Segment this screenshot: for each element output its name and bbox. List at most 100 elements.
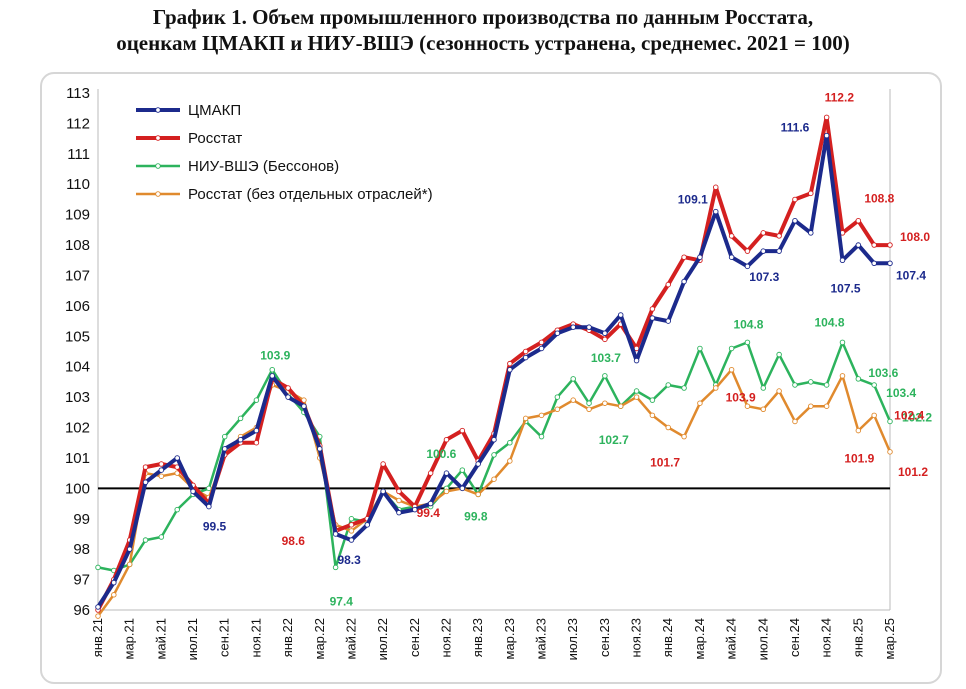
x-tick-label: сен.23 bbox=[597, 618, 612, 657]
data-label: 101.2 bbox=[898, 465, 928, 479]
data-point bbox=[681, 385, 687, 391]
y-tick-label: 100 bbox=[65, 480, 90, 497]
data-point bbox=[744, 339, 751, 346]
data-label: 107.5 bbox=[830, 281, 860, 295]
data-point bbox=[522, 348, 529, 355]
data-point bbox=[808, 190, 814, 197]
x-tick-label: сен.22 bbox=[407, 618, 422, 657]
data-point bbox=[887, 449, 893, 455]
data-point bbox=[348, 537, 355, 543]
y-tick-label: 112 bbox=[66, 115, 90, 132]
data-point bbox=[808, 230, 814, 236]
data-point bbox=[871, 260, 877, 267]
data-point bbox=[665, 382, 671, 388]
data-point bbox=[586, 324, 592, 330]
y-tick-label: 113 bbox=[66, 85, 90, 102]
data-point bbox=[95, 613, 101, 619]
data-point bbox=[538, 433, 545, 440]
data-point bbox=[570, 397, 576, 403]
data-point bbox=[697, 400, 703, 406]
data-point bbox=[158, 473, 165, 479]
x-tick-label: май.24 bbox=[724, 618, 739, 660]
y-tick-label: 109 bbox=[65, 207, 90, 224]
data-point bbox=[855, 217, 862, 224]
data-point bbox=[697, 254, 703, 260]
data-point bbox=[301, 403, 307, 409]
legend-marker bbox=[155, 135, 161, 141]
data-point bbox=[681, 278, 687, 285]
data-point bbox=[570, 324, 576, 330]
data-point bbox=[760, 406, 767, 413]
data-point bbox=[808, 379, 814, 385]
x-tick-label: мар.22 bbox=[312, 618, 327, 659]
data-point bbox=[855, 427, 862, 434]
data-label: 109.1 bbox=[678, 193, 708, 207]
x-tick-label: сен.21 bbox=[217, 618, 232, 657]
y-tick-label: 106 bbox=[65, 298, 90, 315]
data-point bbox=[887, 418, 893, 425]
series-line-3 bbox=[96, 368, 892, 617]
data-point bbox=[332, 564, 339, 571]
data-label: 97.4 bbox=[330, 594, 354, 608]
data-point bbox=[491, 476, 497, 482]
data-point bbox=[823, 114, 830, 121]
data-label: 101.7 bbox=[650, 456, 680, 470]
data-point bbox=[443, 470, 450, 476]
y-tick-label: 99 bbox=[73, 511, 90, 528]
data-point bbox=[823, 403, 830, 409]
data-point bbox=[586, 406, 592, 413]
data-point bbox=[887, 242, 893, 248]
data-label: 108.0 bbox=[900, 230, 930, 244]
data-point bbox=[760, 248, 767, 254]
data-point bbox=[839, 339, 846, 346]
chart-frame bbox=[40, 72, 942, 684]
data-point bbox=[728, 254, 735, 260]
data-point bbox=[633, 357, 640, 364]
data-point bbox=[522, 415, 529, 422]
data-point bbox=[839, 373, 846, 379]
data-point bbox=[713, 184, 719, 191]
data-point bbox=[792, 217, 798, 224]
data-point bbox=[427, 470, 434, 476]
data-label: 102.4 bbox=[894, 408, 924, 422]
data-point bbox=[443, 436, 450, 443]
data-point bbox=[142, 464, 149, 470]
data-label: 107.4 bbox=[896, 268, 926, 282]
data-point bbox=[206, 503, 212, 510]
data-point bbox=[459, 467, 466, 473]
data-point bbox=[649, 397, 656, 403]
data-point bbox=[665, 424, 671, 431]
data-point bbox=[348, 516, 355, 522]
data-point bbox=[871, 242, 877, 248]
x-tick-label: ноя.22 bbox=[438, 618, 453, 658]
data-label: 104.8 bbox=[733, 317, 763, 331]
data-point bbox=[617, 403, 624, 409]
data-point bbox=[570, 376, 576, 382]
data-point bbox=[792, 382, 798, 388]
legend-label: ЦМАКП bbox=[188, 102, 241, 119]
data-point bbox=[459, 427, 466, 434]
data-label: 104.8 bbox=[814, 315, 844, 329]
data-point bbox=[269, 366, 275, 373]
x-tick-label: май.23 bbox=[534, 618, 549, 660]
data-point bbox=[602, 336, 608, 343]
data-point bbox=[507, 366, 513, 373]
data-label: 103.6 bbox=[868, 366, 898, 380]
data-point bbox=[554, 406, 561, 413]
data-point bbox=[237, 415, 244, 422]
legend-label: Росстат bbox=[188, 130, 242, 147]
data-label: 112.2 bbox=[825, 90, 855, 104]
data-point bbox=[475, 491, 481, 498]
x-tick-label: янв.23 bbox=[470, 618, 485, 657]
x-tick-label: июл.22 bbox=[375, 618, 390, 660]
data-point bbox=[491, 452, 497, 458]
data-label: 111.6 bbox=[781, 121, 810, 135]
data-point bbox=[538, 339, 545, 346]
data-point bbox=[665, 318, 671, 324]
data-point bbox=[285, 394, 291, 400]
data-point bbox=[522, 354, 529, 361]
data-point bbox=[887, 260, 893, 267]
data-label: 103.4 bbox=[886, 386, 916, 400]
data-point bbox=[808, 403, 814, 409]
